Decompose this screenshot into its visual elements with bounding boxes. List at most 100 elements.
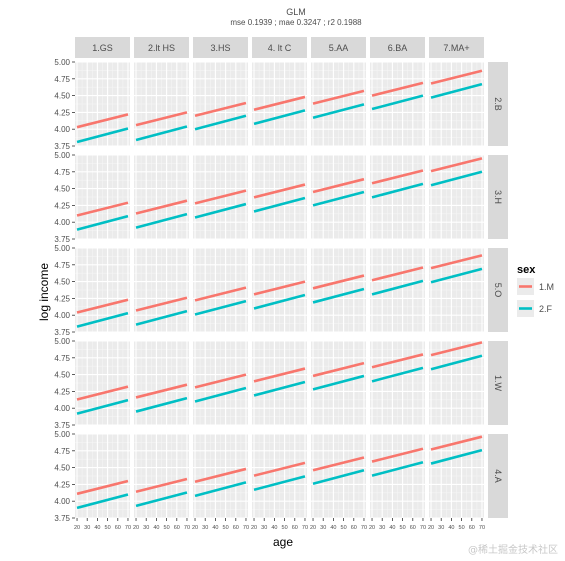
x-tick-label: 20 bbox=[133, 525, 139, 531]
x-tick-label: 30 bbox=[143, 525, 149, 531]
y-tick-label: 4.00 bbox=[54, 404, 70, 413]
series-line-male bbox=[430, 435, 483, 451]
series-line-female bbox=[430, 82, 483, 99]
column-strip bbox=[75, 37, 130, 58]
x-tick-label: 40 bbox=[330, 525, 336, 531]
y-tick-label: 4.50 bbox=[54, 464, 70, 473]
x-tick-label: 40 bbox=[448, 525, 454, 531]
x-tick-label: 50 bbox=[459, 525, 465, 531]
series-line-male bbox=[135, 199, 188, 215]
column-strip-label: 4. lt C bbox=[268, 43, 292, 53]
legend-title: sex bbox=[517, 264, 536, 276]
series-line-female bbox=[194, 386, 247, 403]
x-tick-label: 30 bbox=[261, 525, 267, 531]
x-tick-label: 20 bbox=[428, 525, 434, 531]
series-line-male bbox=[194, 467, 247, 483]
column-strip bbox=[252, 37, 307, 58]
series-line-female bbox=[253, 380, 306, 397]
row-strip-label: 5.O bbox=[493, 283, 503, 298]
series-line-female bbox=[312, 374, 365, 391]
y-tick-label: 4.75 bbox=[54, 75, 70, 84]
y-tick-label: 4.00 bbox=[54, 311, 70, 320]
x-tick-label: 60 bbox=[292, 525, 298, 531]
x-tick-label: 70 bbox=[361, 525, 367, 531]
y-tick-label: 4.25 bbox=[54, 108, 70, 117]
series-line-female bbox=[371, 94, 424, 111]
series-line-male bbox=[430, 157, 483, 173]
column-strip-label: 7.MA+ bbox=[443, 43, 469, 53]
x-tick-label: 30 bbox=[320, 525, 326, 531]
column-strip-label: 6.BA bbox=[388, 43, 408, 53]
series-line-male bbox=[135, 111, 188, 127]
series-line-male bbox=[135, 383, 188, 399]
series-line-male bbox=[253, 183, 306, 199]
row-strip bbox=[488, 341, 508, 425]
y-tick-label: 4.75 bbox=[54, 168, 70, 177]
series-line-male bbox=[312, 177, 365, 194]
x-tick-label: 30 bbox=[379, 525, 385, 531]
x-tick-label: 60 bbox=[410, 525, 416, 531]
series-line-female bbox=[371, 279, 424, 296]
series-line-female bbox=[430, 354, 483, 371]
row-strip bbox=[488, 62, 508, 146]
series-line-female bbox=[253, 475, 306, 492]
row-strip bbox=[488, 155, 508, 239]
series-line-female bbox=[194, 202, 247, 219]
x-tick-label: 40 bbox=[389, 525, 395, 531]
x-tick-label: 50 bbox=[105, 525, 111, 531]
series-line-female bbox=[76, 214, 129, 231]
y-tick-label: 4.25 bbox=[54, 294, 70, 303]
series-line-female bbox=[135, 396, 188, 413]
x-tick-label: 20 bbox=[251, 525, 257, 531]
y-tick-label: 3.75 bbox=[54, 142, 70, 151]
series-line-male bbox=[194, 189, 247, 205]
y-tick-label: 4.50 bbox=[54, 185, 70, 194]
chart-subtitle: mse 0.1939 ; mae 0.3247 ; r2 0.1988 bbox=[230, 18, 362, 27]
series-line-female bbox=[430, 448, 483, 465]
column-strip bbox=[370, 37, 425, 58]
series-line-male bbox=[430, 254, 483, 270]
series-line-female bbox=[76, 398, 129, 415]
series-line-male bbox=[253, 95, 306, 111]
series-line-female bbox=[312, 287, 365, 304]
series-line-male bbox=[76, 113, 129, 129]
y-tick-label: 4.50 bbox=[54, 278, 70, 287]
x-tick-label: 40 bbox=[212, 525, 218, 531]
y-tick-label: 4.00 bbox=[54, 497, 70, 506]
series-line-female bbox=[430, 170, 483, 187]
y-tick-label: 4.25 bbox=[54, 387, 70, 396]
series-line-female bbox=[312, 469, 365, 485]
y-tick-label: 3.75 bbox=[54, 421, 70, 430]
watermark: @稀土掘金技术社区 bbox=[468, 543, 558, 556]
column-strip bbox=[429, 37, 484, 58]
x-tick-label: 60 bbox=[469, 525, 475, 531]
column-strip-label: 3.HS bbox=[210, 43, 230, 53]
x-tick-label: 20 bbox=[310, 525, 316, 531]
series-line-male bbox=[253, 280, 306, 296]
legend-label: 1.M bbox=[539, 282, 554, 292]
column-strip bbox=[193, 37, 248, 58]
series-line-female bbox=[312, 190, 365, 207]
row-strip-label: 2.B bbox=[493, 97, 503, 111]
column-strip bbox=[311, 37, 366, 58]
y-tick-label: 3.75 bbox=[54, 328, 70, 337]
axes: 3.754.004.254.504.755.003.754.004.254.50… bbox=[54, 58, 485, 531]
y-tick-label: 3.75 bbox=[54, 235, 70, 244]
series-line-male bbox=[371, 353, 424, 369]
series-line-female bbox=[194, 481, 247, 498]
series-line-male bbox=[430, 69, 483, 85]
x-tick-label: 50 bbox=[400, 525, 406, 531]
x-tick-label: 50 bbox=[282, 525, 288, 531]
y-tick-label: 4.50 bbox=[54, 92, 70, 101]
series-line-male bbox=[312, 89, 365, 105]
series-line-female bbox=[312, 103, 365, 120]
y-tick-label: 4.25 bbox=[54, 480, 70, 489]
x-tick-label: 50 bbox=[341, 525, 347, 531]
x-tick-label: 40 bbox=[94, 525, 100, 531]
x-tick-label: 60 bbox=[233, 525, 239, 531]
column-strip bbox=[134, 37, 189, 58]
x-tick-label: 40 bbox=[271, 525, 277, 531]
series-line-male bbox=[430, 341, 483, 357]
series-line-female bbox=[135, 125, 188, 142]
